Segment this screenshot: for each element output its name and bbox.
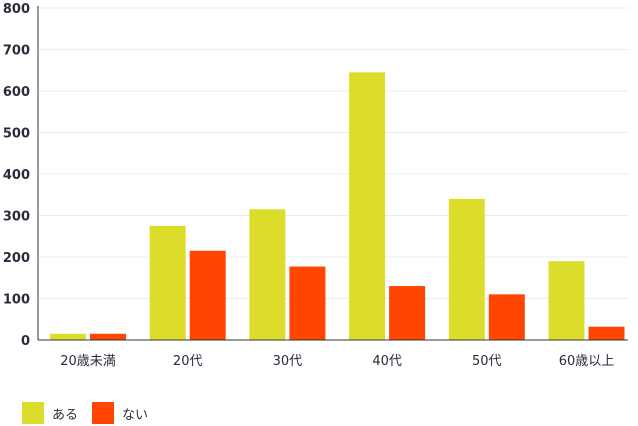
bar-nai-3 [389, 286, 426, 340]
bar-nai-4 [488, 294, 525, 340]
legend-label-nai: ない [122, 407, 149, 423]
legend-swatch-aru [22, 402, 44, 424]
axes [37, 6, 628, 341]
x-tick-label: 40代 [372, 354, 402, 369]
legend: ある ない [22, 402, 162, 424]
bar-nai-5 [588, 326, 625, 340]
x-tick-label: 30代 [273, 354, 303, 369]
y-tick-label: 600 [3, 85, 30, 100]
legend-item-aru: ある [22, 402, 78, 424]
bar-nai-2 [289, 266, 326, 340]
x-tick-labels: 20歳未満 20代 30代 40代 50代 60歳以上 [60, 354, 614, 369]
y-tick-label: 800 [3, 2, 30, 17]
bar-aru-4 [448, 198, 485, 340]
bars [50, 72, 625, 340]
y-tick-label: 400 [3, 168, 30, 183]
y-tick-label: 700 [3, 44, 30, 59]
x-tick-label: 50代 [472, 354, 502, 369]
y-tick-labels: 0 100 200 300 400 500 600 700 800 [3, 2, 30, 349]
bar-aru-2 [249, 209, 286, 340]
y-tick-label: 500 [3, 127, 30, 142]
bar-nai-1 [189, 250, 226, 340]
grid-lines [38, 7, 628, 299]
bar-aru-1 [149, 225, 186, 340]
x-tick-label: 60歳以上 [559, 354, 615, 369]
legend-swatch-nai [92, 402, 115, 424]
bar-aru-3 [349, 72, 386, 340]
x-tick-label: 20代 [173, 354, 203, 369]
y-tick-label: 300 [3, 210, 30, 225]
legend-item-nai: ない [92, 402, 148, 424]
bar-aru-0 [50, 333, 86, 340]
y-tick-label: 100 [3, 293, 30, 308]
bar-nai-0 [90, 333, 126, 340]
legend-label-aru: ある [52, 407, 79, 423]
y-tick-label: 0 [21, 334, 30, 349]
bar-aru-5 [548, 261, 585, 340]
y-tick-label: 200 [3, 251, 30, 266]
x-tick-label: 20歳未満 [60, 354, 116, 369]
